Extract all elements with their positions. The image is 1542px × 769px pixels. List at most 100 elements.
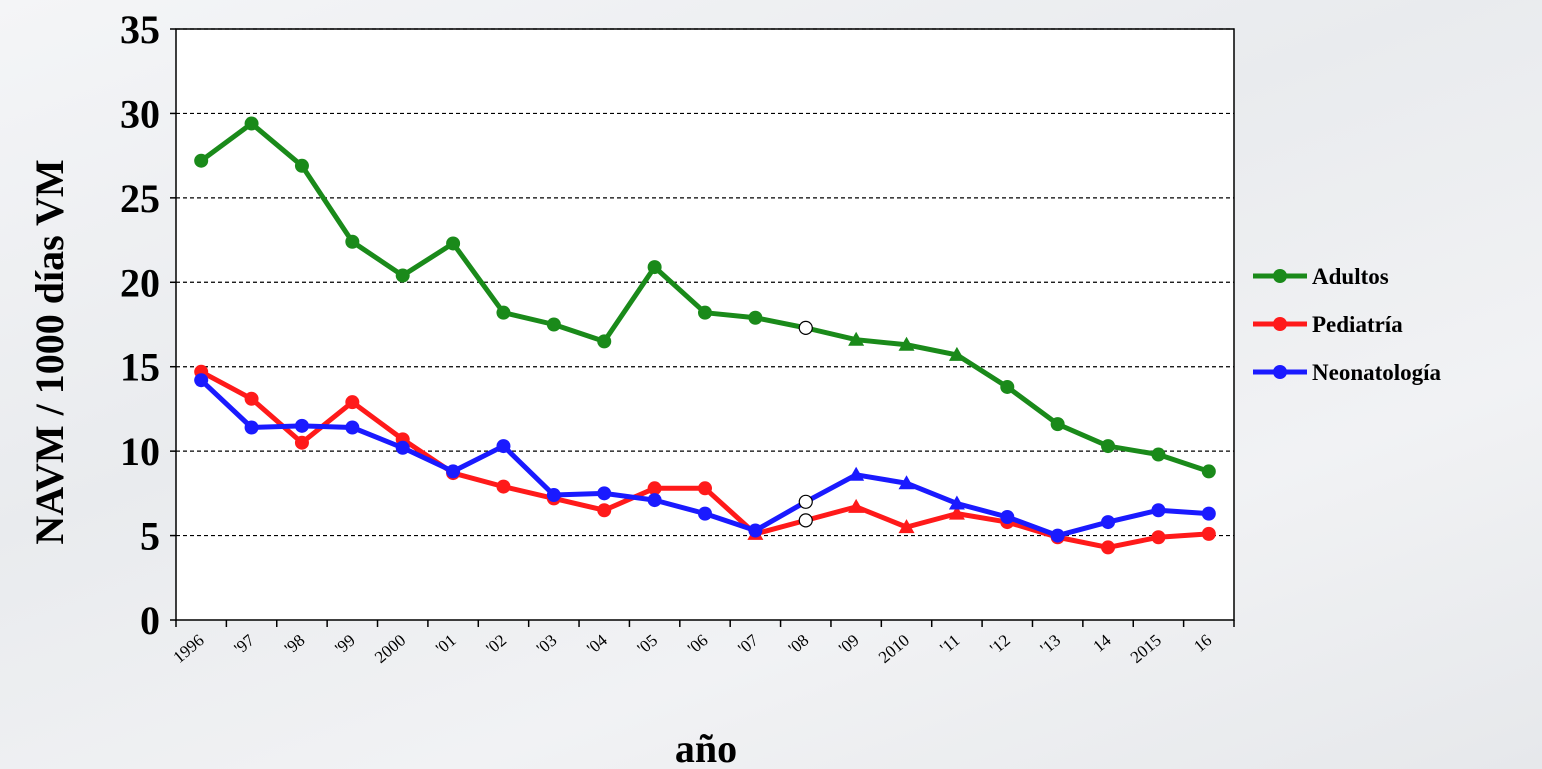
x-tick-label: '97: [231, 630, 259, 658]
y-tick-label: 5: [140, 514, 160, 559]
x-axis-title: año: [675, 726, 737, 769]
data-point: [597, 486, 612, 501]
data-point: [395, 440, 410, 455]
x-tick-label: '08: [785, 631, 813, 658]
data-point: [294, 435, 309, 450]
x-tick-label: '99: [331, 631, 359, 658]
x-tick-label: '12: [986, 631, 1014, 658]
y-axis-title: NAVM / 1000 días VM: [27, 159, 72, 544]
data-point: [798, 513, 813, 528]
x-tick-label: '03: [533, 631, 561, 658]
data-point: [698, 506, 712, 521]
x-tick-label: 2000: [371, 631, 409, 667]
y-tick-label: 20: [120, 260, 160, 305]
data-point: [244, 116, 259, 131]
x-tick-label: '02: [482, 631, 510, 658]
legend-marker: [1273, 317, 1287, 331]
x-tick-label: '01: [432, 631, 460, 658]
data-point: [597, 334, 612, 349]
x-tick-label: 14: [1089, 630, 1115, 656]
data-point: [194, 373, 209, 388]
x-tick-label: '09: [835, 631, 863, 658]
data-point: [948, 505, 965, 520]
x-tick-label: 2015: [1127, 631, 1165, 667]
data-point: [546, 317, 561, 332]
data-point: [1101, 540, 1116, 555]
data-point: [194, 153, 209, 168]
data-point: [1000, 509, 1015, 524]
data-point: [848, 466, 865, 481]
x-tick-label: 16: [1190, 631, 1215, 656]
data-point: [1151, 447, 1166, 462]
legend-label: Neonatología: [1312, 360, 1442, 385]
data-point: [1050, 417, 1065, 432]
data-point: [647, 260, 662, 275]
data-point: [798, 494, 813, 509]
data-point: [898, 519, 915, 534]
data-point: [345, 420, 360, 435]
data-point: [496, 439, 511, 454]
x-tick-label: '05: [634, 631, 662, 658]
gridlines: [176, 28, 1234, 537]
y-tick-labels: 0 5 10 15 20 25 30 35: [120, 7, 160, 643]
data-point: [698, 305, 712, 320]
y-tick-label: 25: [120, 176, 160, 221]
data-point: [748, 523, 763, 538]
data-point: [244, 391, 259, 406]
data-point: [1101, 515, 1116, 530]
data-point: [294, 418, 309, 433]
legend: Adultos Pediatría Neonatología: [1253, 264, 1442, 385]
data-point: [496, 305, 511, 320]
data-point: [446, 236, 461, 251]
y-tick-label: 15: [120, 345, 160, 390]
data-point: [948, 346, 965, 361]
x-tick-label: '98: [281, 631, 309, 658]
data-point: [597, 503, 612, 518]
data-point: [1050, 528, 1065, 543]
data-point: [395, 268, 410, 283]
plot-area: [176, 29, 1234, 620]
data-point: [446, 464, 461, 479]
data-point: [1201, 464, 1216, 479]
data-point: [1151, 503, 1166, 518]
y-tick-label: 35: [120, 7, 160, 52]
data-point: [647, 493, 662, 508]
series-group: [194, 116, 1216, 555]
data-point: [898, 336, 915, 351]
x-tick-label: '11: [936, 631, 963, 658]
data-point: [848, 331, 865, 346]
legend-marker: [1273, 365, 1287, 379]
axes: [170, 28, 1235, 627]
data-point: [698, 481, 712, 496]
data-point: [848, 498, 865, 513]
data-point: [244, 420, 259, 435]
x-tick-label: '13: [1037, 631, 1065, 658]
x-tick-label: '04: [583, 630, 611, 658]
y-tick-label: 10: [120, 429, 160, 474]
data-point: [1101, 439, 1116, 454]
x-tick-label: 1996: [170, 631, 208, 667]
plot-border: [175, 28, 1235, 621]
data-point: [496, 479, 511, 494]
data-point: [898, 475, 915, 490]
data-point: [1000, 379, 1015, 394]
data-point: [345, 234, 360, 249]
y-tick-label: 30: [120, 91, 160, 136]
data-point: [647, 481, 662, 496]
data-point: [798, 320, 813, 335]
y-tick-label: 0: [140, 598, 160, 643]
legend-label: Adultos: [1312, 264, 1389, 289]
data-point: [948, 495, 965, 510]
data-point: [1201, 526, 1216, 541]
data-point: [1151, 530, 1166, 545]
data-point: [546, 488, 561, 503]
data-point: [294, 158, 309, 173]
x-tick-label: '07: [734, 630, 762, 658]
data-point: [748, 310, 763, 325]
legend-marker: [1273, 269, 1287, 283]
x-tick-label: 2010: [875, 631, 913, 667]
data-point: [345, 395, 360, 410]
legend-label: Pediatría: [1312, 312, 1403, 337]
data-point: [1201, 506, 1216, 521]
